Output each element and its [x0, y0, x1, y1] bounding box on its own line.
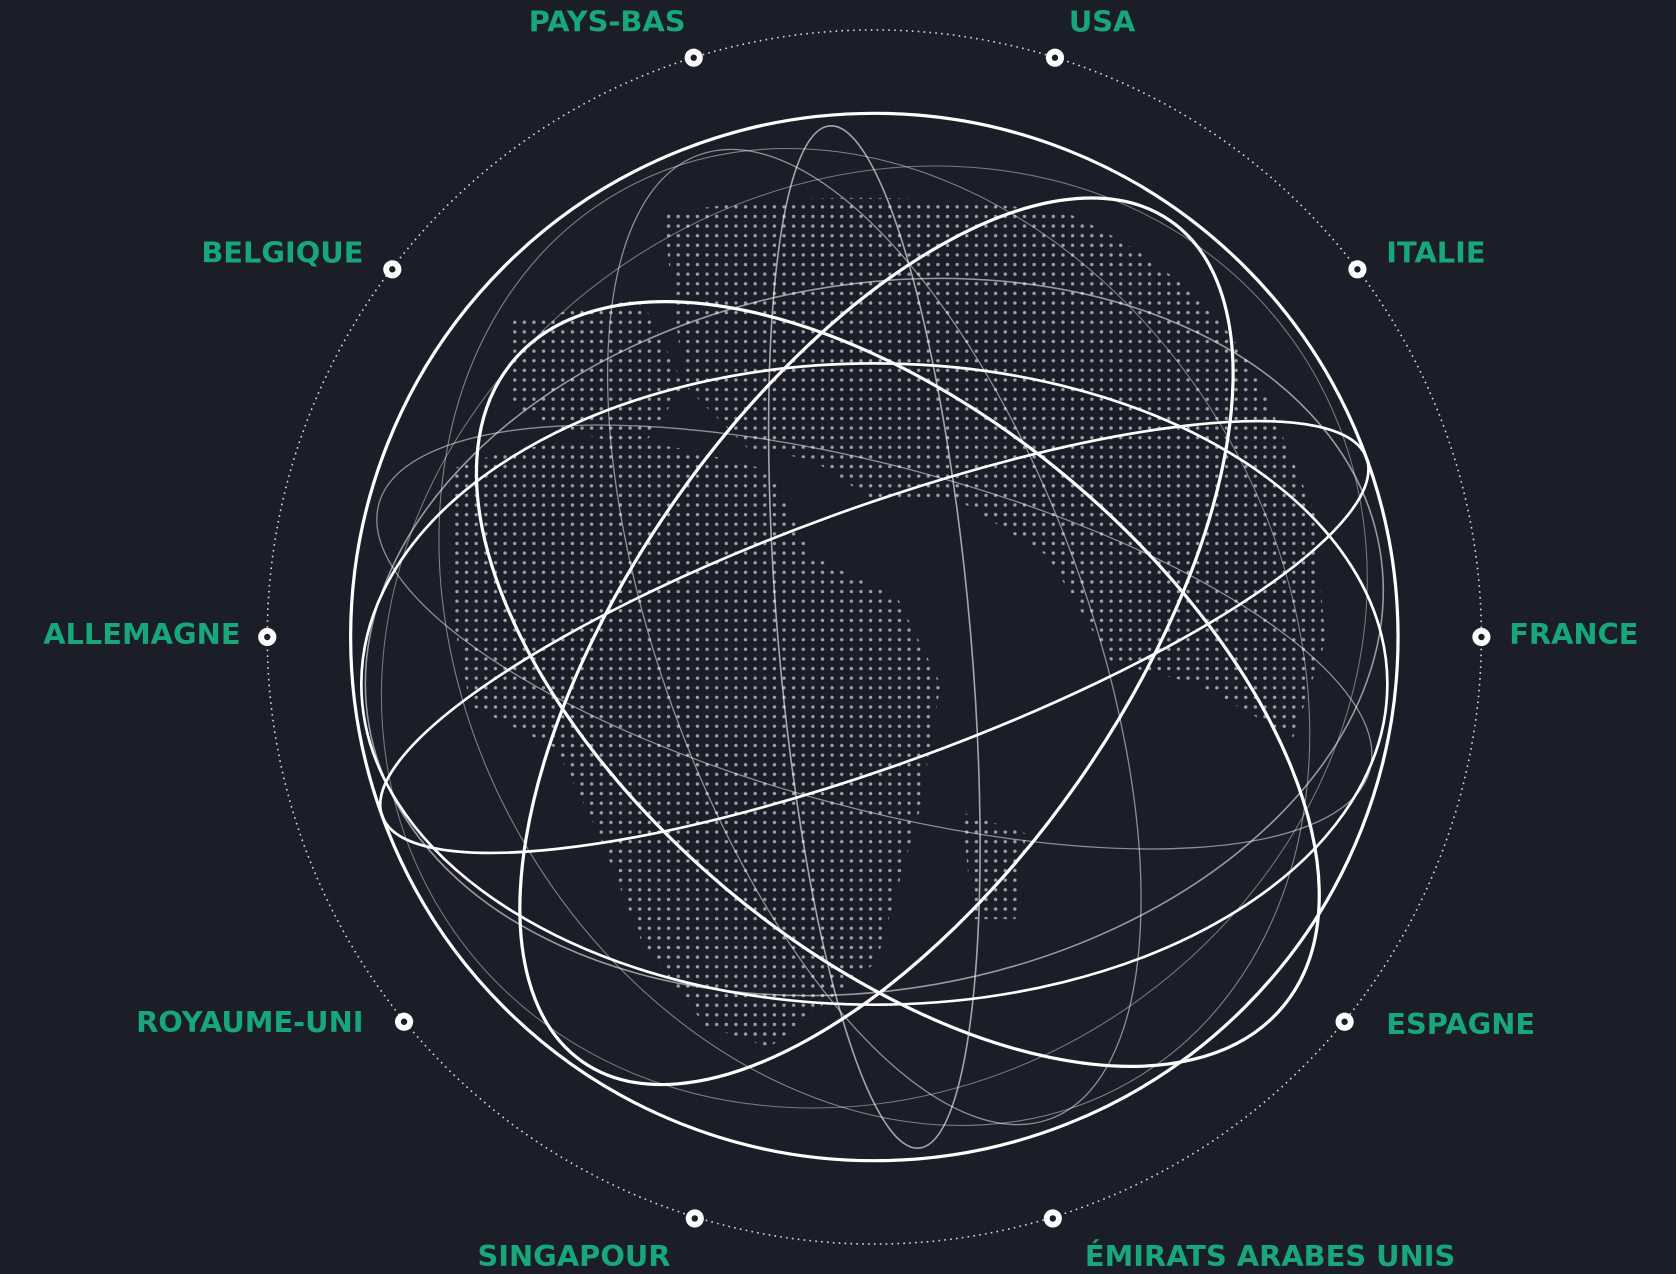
location-marker-core	[1354, 266, 1361, 273]
location-label: ALLEMAGNE	[43, 617, 240, 651]
location-label: ÉMIRATS ARABES UNIS	[1085, 1239, 1455, 1273]
location-marker-core	[400, 1018, 408, 1025]
location-marker-core	[690, 54, 697, 61]
location-marker-core	[1341, 1018, 1348, 1025]
location-label: BELGIQUE	[201, 235, 363, 269]
location-label: PAYS-BAS	[529, 5, 686, 39]
location-label: ESPAGNE	[1386, 1007, 1535, 1041]
location-marker-core	[1051, 54, 1059, 61]
location-label: ROYAUME-UNI	[136, 1005, 363, 1039]
location-marker-core	[691, 1215, 698, 1222]
location-label: SINGAPOUR	[478, 1239, 671, 1273]
continents	[448, 197, 1326, 1048]
location-label: USA	[1069, 5, 1136, 39]
location-label: FRANCE	[1509, 617, 1638, 651]
location-marker-core	[389, 266, 396, 273]
location-marker-core	[1478, 633, 1485, 641]
location-label: ITALIE	[1386, 235, 1485, 269]
orbits	[349, 111, 1400, 1163]
location-marker-core	[264, 633, 271, 641]
location-marker-core	[1049, 1215, 1057, 1222]
